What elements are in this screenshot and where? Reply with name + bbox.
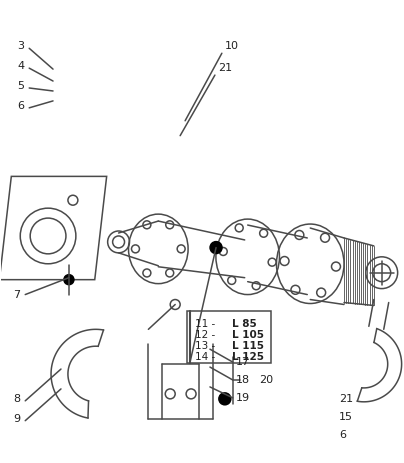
Text: 12 -: 12 - (195, 330, 218, 340)
Polygon shape (187, 311, 271, 363)
Text: 20: 20 (260, 375, 274, 385)
Text: 6: 6 (17, 101, 24, 111)
Text: 21: 21 (218, 63, 232, 73)
Text: 8: 8 (13, 394, 21, 404)
Text: 15: 15 (339, 412, 353, 422)
Text: 17: 17 (236, 357, 250, 367)
Text: 7: 7 (13, 289, 21, 300)
Text: 14 -: 14 - (195, 352, 218, 362)
Text: 18: 18 (236, 375, 250, 385)
Text: 6: 6 (339, 430, 346, 439)
Text: 5: 5 (17, 81, 24, 91)
Text: 21: 21 (339, 394, 353, 404)
Circle shape (219, 393, 231, 405)
Text: 10: 10 (225, 41, 239, 51)
Text: 3: 3 (17, 41, 24, 51)
Text: 13 -: 13 - (195, 341, 218, 351)
Text: L 115: L 115 (232, 341, 265, 351)
Text: 9: 9 (13, 414, 21, 424)
Text: 11 -: 11 - (195, 319, 218, 330)
Text: L 125: L 125 (232, 352, 265, 362)
Text: L 105: L 105 (232, 330, 265, 340)
Text: L 85: L 85 (232, 319, 257, 330)
Text: 4: 4 (17, 61, 24, 71)
Circle shape (210, 242, 222, 254)
Text: 19: 19 (236, 393, 250, 403)
Circle shape (64, 275, 74, 285)
